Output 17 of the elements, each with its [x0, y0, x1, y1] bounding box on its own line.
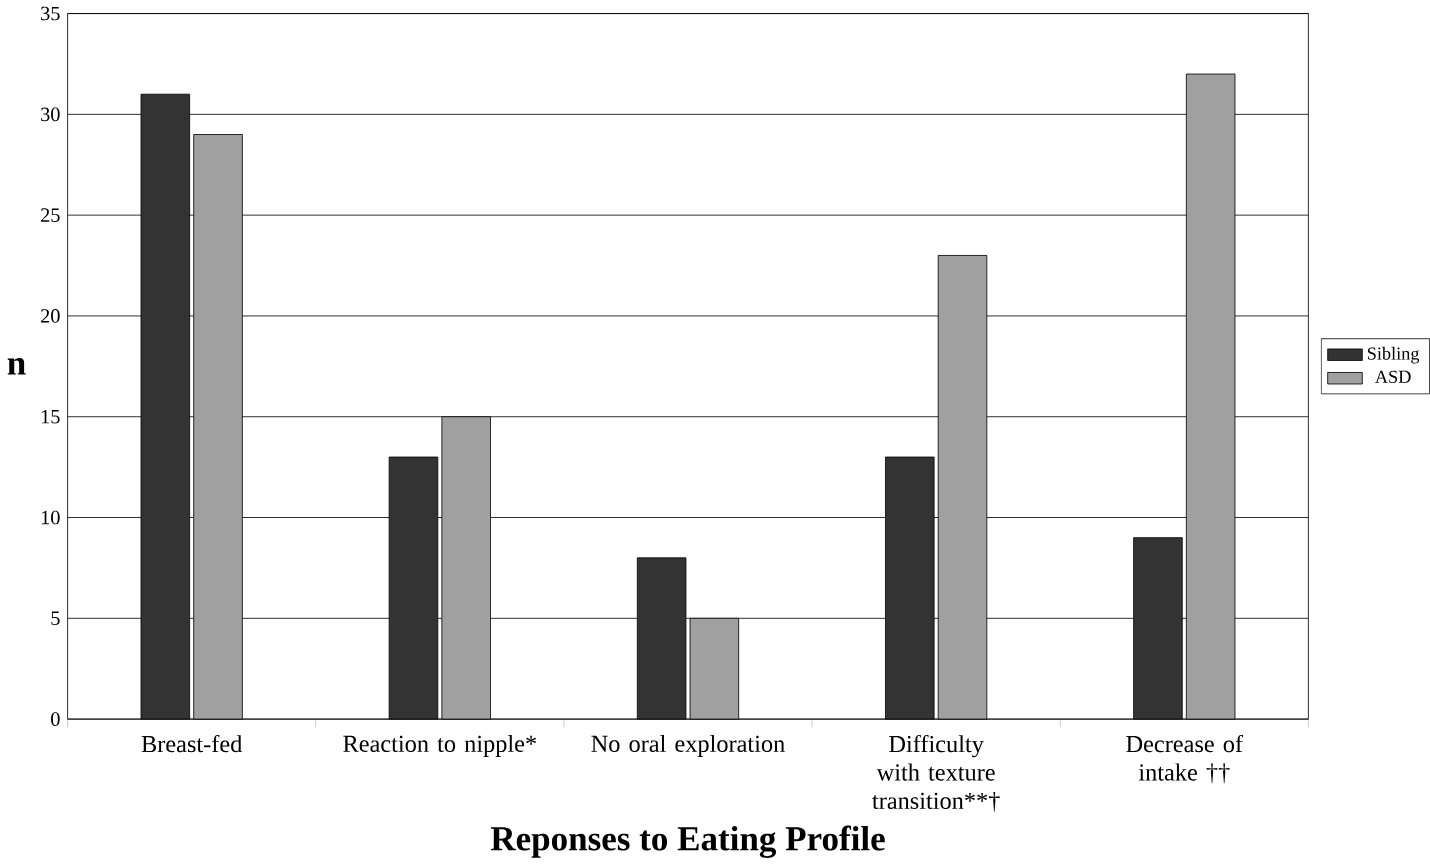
y-tick-label: 15	[41, 410, 60, 424]
y-tick-label: 25	[41, 208, 60, 223]
y-tick-label: 20	[41, 309, 60, 323]
y-tick-label: 10	[41, 510, 60, 525]
y-axis-title: n	[7, 358, 26, 375]
y-tick-label: 0	[51, 712, 60, 727]
x-tick-label: Reaction to nipple*	[343, 735, 536, 758]
x-tick-label: Difficulty with texture transition**†	[872, 735, 1000, 812]
y-tick-label: 35	[41, 6, 60, 21]
x-axis-title: Reponses to Eating Profile	[490, 825, 885, 859]
y-tick-label: 5	[51, 611, 60, 626]
legend-label: ASD	[1375, 370, 1411, 384]
legend-label: Sibling	[1367, 346, 1420, 364]
y-tick-label: 30	[41, 107, 60, 122]
x-tick-label: No oral exploration	[591, 735, 785, 758]
x-tick-label: Decrease of intake ††	[1126, 735, 1244, 784]
x-tick-label: Breast-fed	[141, 735, 243, 753]
